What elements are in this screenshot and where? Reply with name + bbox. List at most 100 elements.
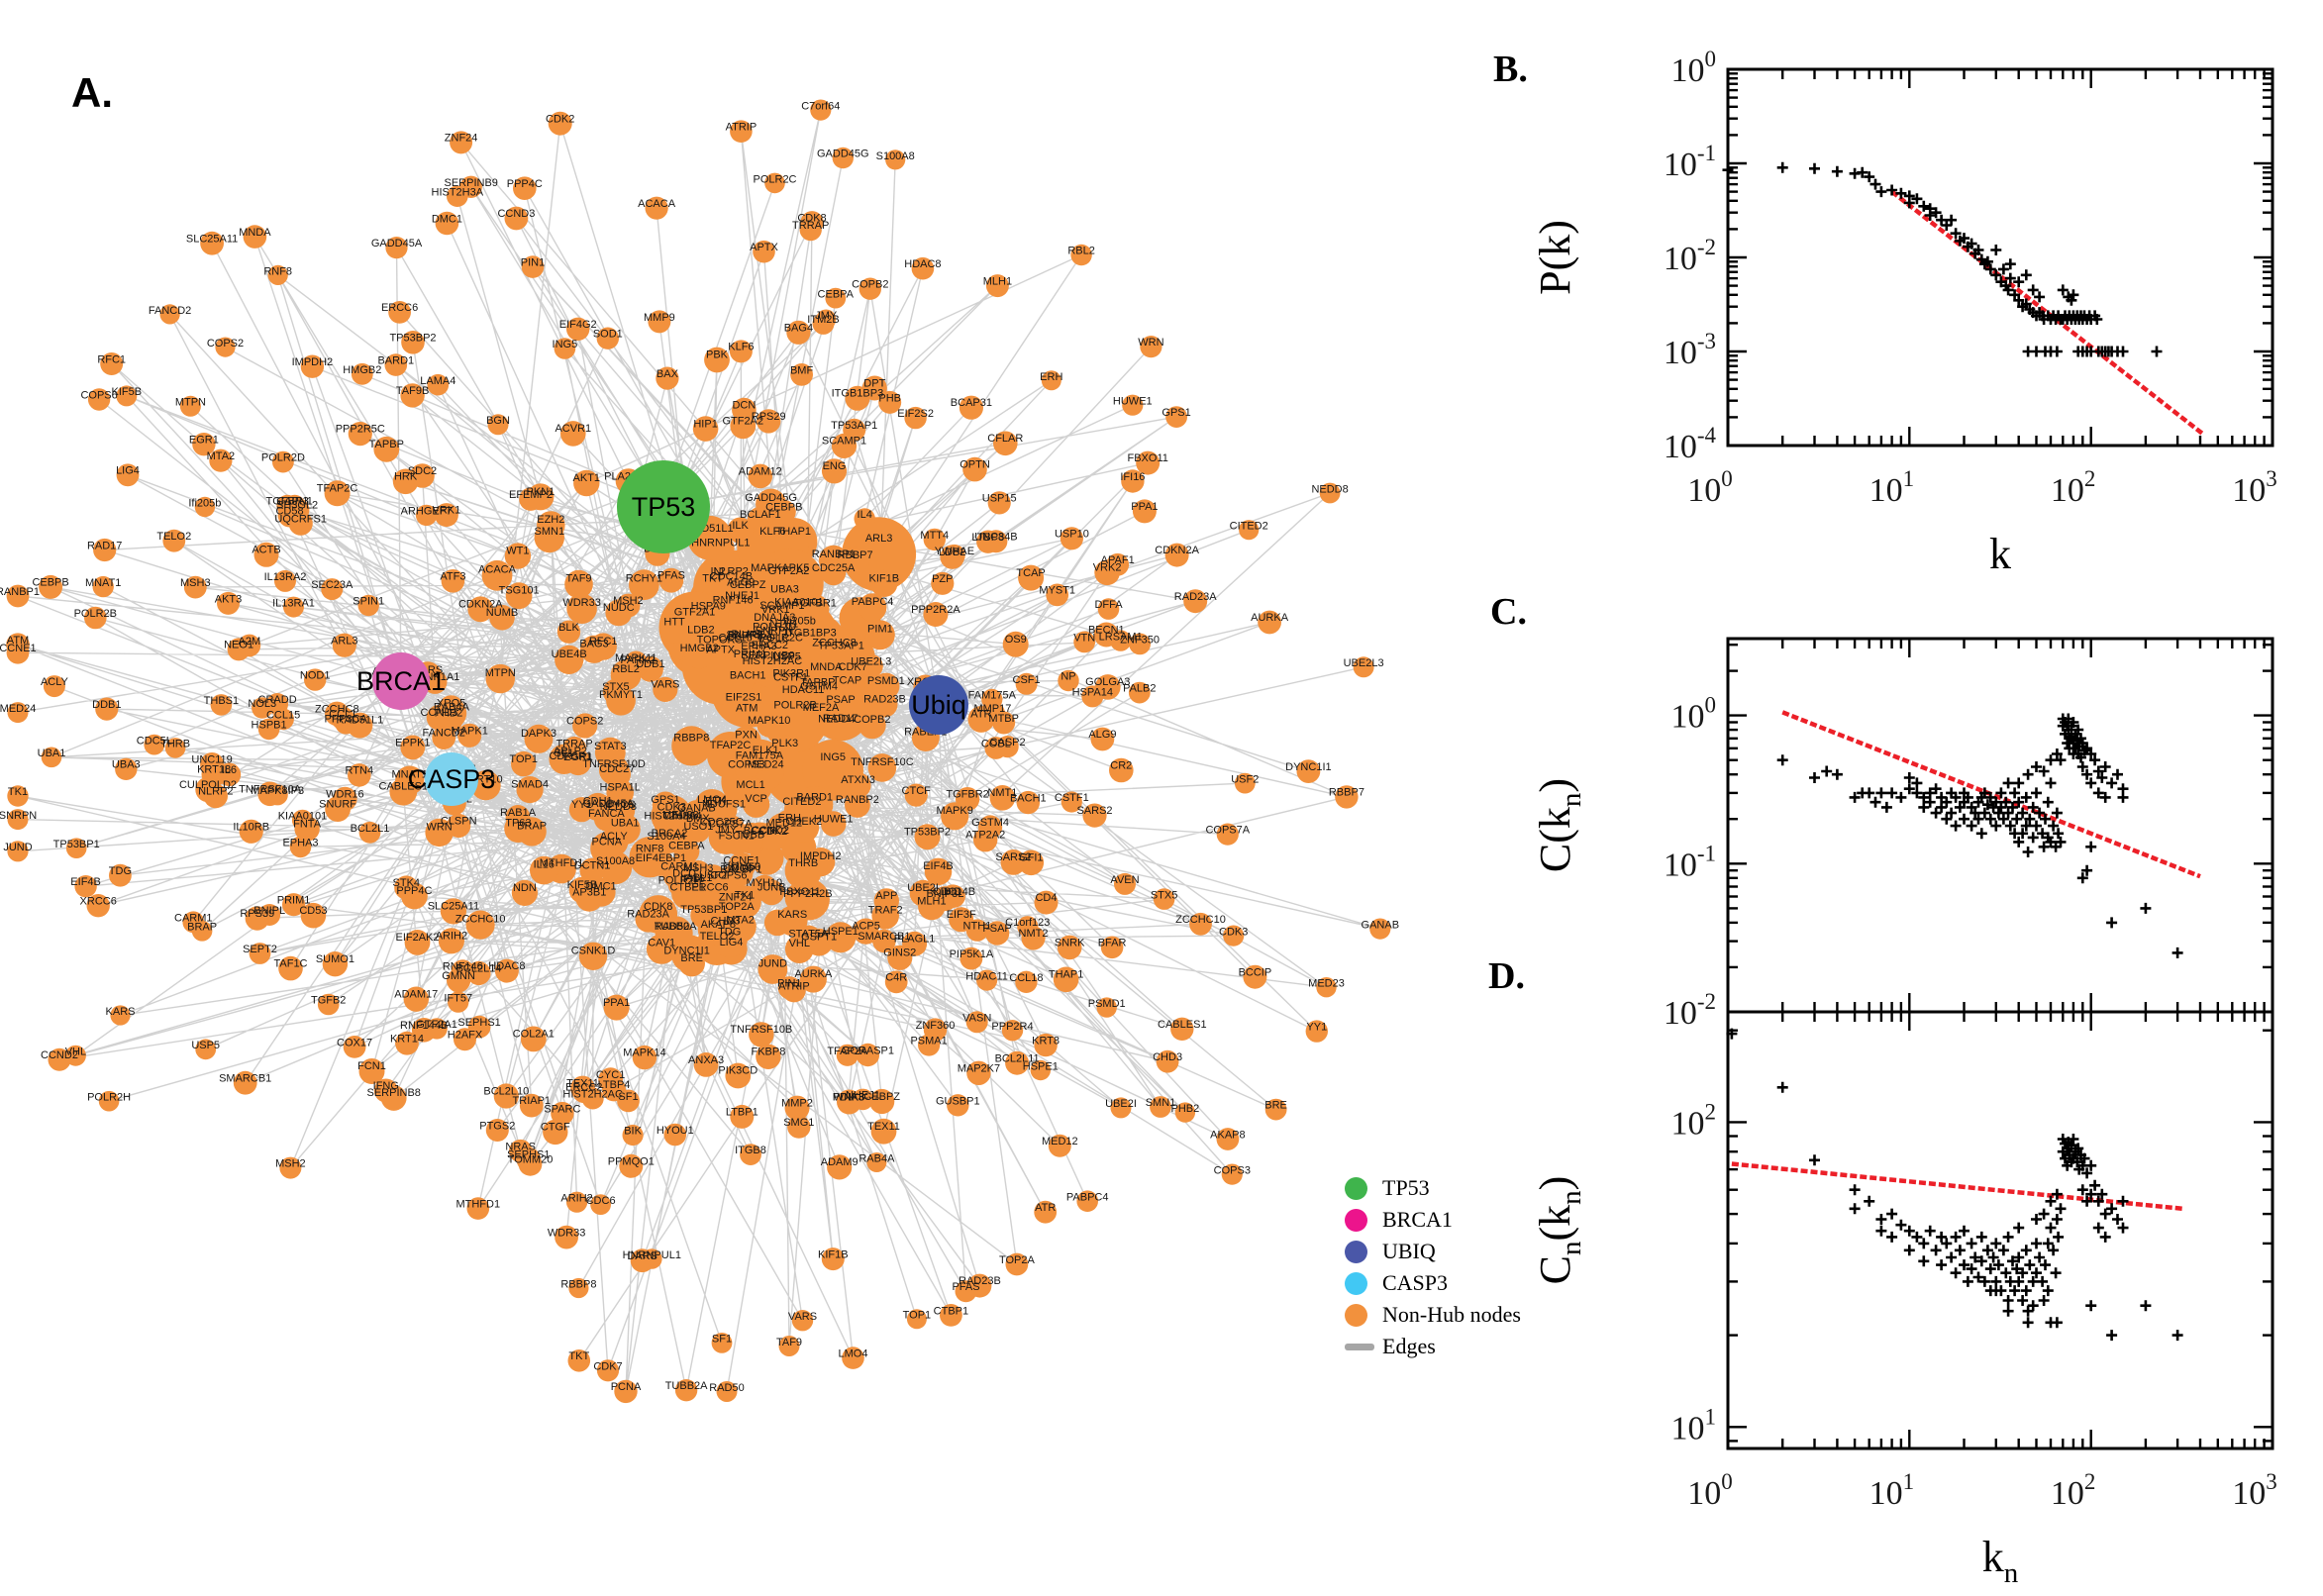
svg-text:TNFRSF10D: TNFRSF10D: [582, 758, 646, 770]
svg-text:LIG4: LIG4: [720, 937, 744, 948]
svg-text:HDAC11: HDAC11: [782, 684, 825, 696]
svg-text:OS9: OS9: [1005, 634, 1027, 646]
svg-text:CDK8: CDK8: [644, 901, 672, 913]
casp3-hub-swatch-icon: [1345, 1271, 1367, 1295]
svg-text:NEDD8: NEDD8: [1311, 483, 1348, 495]
panel-d-chart: 102 101 100 101 102 103 kn​ Cn​(kn​): [1531, 1010, 2277, 1589]
svg-text:MTPN: MTPN: [485, 667, 516, 679]
svg-text:SERPINB9: SERPINB9: [741, 650, 794, 662]
svg-text:HSPA14: HSPA14: [1072, 686, 1113, 698]
svg-text:ZNF360: ZNF360: [916, 1020, 956, 1032]
svg-text:NEO1: NEO1: [224, 640, 253, 651]
svg-text:SNRPN: SNRPN: [0, 810, 37, 822]
svg-text:EGR1: EGR1: [563, 751, 593, 763]
svg-text:FAM175A: FAM175A: [736, 749, 784, 761]
svg-text:IMPDH2: IMPDH2: [292, 356, 334, 368]
svg-text:CCND2: CCND2: [752, 825, 789, 837]
svg-text:LIG4: LIG4: [116, 465, 140, 477]
svg-text:PSMA1: PSMA1: [910, 1036, 947, 1047]
svg-text:IFI16: IFI16: [680, 873, 705, 885]
svg-text:BCL2L11: BCL2L11: [995, 1052, 1040, 1064]
svg-text:BNIPL: BNIPL: [253, 905, 285, 917]
svg-text:PSAP: PSAP: [982, 923, 1011, 935]
panel-a-label: A.: [71, 69, 113, 116]
svg-text:PPP2R2A: PPP2R2A: [911, 604, 960, 616]
panel-c-label: C.: [1490, 591, 1527, 633]
svg-text:TAF1C: TAF1C: [273, 958, 307, 970]
svg-text:KLF6: KLF6: [728, 342, 754, 353]
svg-text:THAP1: THAP1: [776, 526, 811, 538]
svg-text:MLH1: MLH1: [983, 276, 1012, 288]
svg-text:MMP2: MMP2: [781, 1098, 813, 1110]
svg-text:IL2: IL2: [711, 565, 726, 577]
svg-text:ZNF24: ZNF24: [445, 133, 478, 145]
svg-text:ELK1: ELK1: [753, 745, 779, 756]
svg-text:GFI1: GFI1: [1019, 852, 1043, 864]
svg-text:ACACA: ACACA: [638, 198, 676, 210]
svg-text:ACACA: ACACA: [478, 563, 517, 575]
svg-text:TP53AP1: TP53AP1: [831, 420, 877, 432]
svg-text:TKT: TKT: [702, 573, 723, 585]
svg-text:SF1: SF1: [555, 748, 574, 759]
svg-text:ILK: ILK: [732, 520, 749, 532]
svg-text:BTK: BTK: [705, 796, 727, 808]
svg-text:Cn​(kn​): Cn​(kn​): [1531, 1176, 1587, 1285]
svg-text:TFAP2C: TFAP2C: [317, 483, 358, 495]
svg-text:TAF1C: TAF1C: [757, 633, 790, 645]
svg-text:DCN: DCN: [732, 400, 756, 412]
svg-text:102: 102: [2051, 1469, 2096, 1512]
svg-text:CHEK2: CHEK2: [786, 816, 823, 828]
svg-text:100: 100: [1671, 693, 1717, 736]
svg-text:THRB: THRB: [788, 857, 818, 869]
svg-text:SMN1: SMN1: [535, 526, 565, 538]
svg-text:PIN1: PIN1: [521, 257, 545, 269]
legend-item-brca1: BRCA1: [1345, 1204, 1521, 1236]
svg-text:TGFBR3: TGFBR3: [265, 496, 308, 508]
svg-text:RAD23A: RAD23A: [627, 909, 669, 921]
svg-text:TDG: TDG: [718, 927, 741, 939]
svg-text:CAPN1: CAPN1: [276, 496, 313, 508]
svg-text:AURKA: AURKA: [794, 968, 833, 980]
svg-text:NDUFS1: NDUFS1: [702, 799, 746, 811]
svg-text:TOMM20: TOMM20: [508, 1154, 554, 1166]
svg-text:VCP: VCP: [745, 793, 767, 805]
svg-text:EIF2AK2: EIF2AK2: [395, 932, 439, 944]
svg-text:YY1: YY1: [1306, 1022, 1327, 1034]
svg-text:COX17: COX17: [337, 1037, 372, 1048]
svg-text:NTH1: NTH1: [770, 618, 799, 630]
protein-interaction-network: NHEJ1PRIM1THAP1CDC14BKIAA0101NLRP2TP53AP…: [0, 99, 1399, 1404]
svg-text:ADAM9: ADAM9: [821, 1156, 858, 1168]
svg-text:H2AFX: H2AFX: [448, 1030, 483, 1042]
svg-text:MAP2K7: MAP2K7: [958, 1062, 1000, 1074]
svg-text:FNTA: FNTA: [293, 818, 322, 830]
svg-text:CARM1: CARM1: [660, 860, 699, 872]
svg-text:CDK7: CDK7: [593, 1360, 622, 1372]
svg-text:SLC25A11: SLC25A11: [186, 233, 238, 245]
svg-text:STX5: STX5: [602, 681, 630, 693]
svg-text:OPTN: OPTN: [960, 459, 990, 471]
svg-text:JUND: JUND: [758, 957, 787, 969]
svg-text:SEPHS1: SEPHS1: [507, 1149, 550, 1161]
svg-text:102: 102: [1671, 1099, 1717, 1142]
svg-text:THBS1: THBS1: [204, 695, 239, 707]
svg-text:NLRP2: NLRP2: [713, 566, 748, 578]
svg-text:BIK: BIK: [624, 1126, 642, 1138]
svg-text:10-2: 10-2: [1664, 235, 1716, 277]
svg-text:DFFA: DFFA: [1094, 599, 1123, 611]
svg-text:HIST2H3A: HIST2H3A: [644, 810, 696, 822]
svg-text:BFAR: BFAR: [1098, 938, 1127, 949]
legend-label: UBIQ: [1382, 1239, 1436, 1263]
svg-text:GPS1: GPS1: [1162, 407, 1190, 419]
svg-text:TEX11: TEX11: [566, 1077, 599, 1089]
svg-text:102: 102: [2051, 466, 2096, 509]
svg-text:100: 100: [1687, 1469, 1733, 1512]
svg-text:HIST2H2AC: HIST2H2AC: [743, 655, 803, 667]
svg-text:MSH3: MSH3: [683, 862, 714, 874]
svg-text:WNK3: WNK3: [834, 1091, 865, 1103]
svg-text:S100A8: S100A8: [596, 855, 635, 867]
svg-text:AKAP8: AKAP8: [1210, 1129, 1245, 1141]
svg-text:C1orf123: C1orf123: [1005, 917, 1050, 929]
svg-text:TP53BP2: TP53BP2: [904, 826, 951, 838]
svg-text:MYH10: MYH10: [746, 877, 782, 889]
svg-text:BARD1: BARD1: [377, 355, 414, 367]
